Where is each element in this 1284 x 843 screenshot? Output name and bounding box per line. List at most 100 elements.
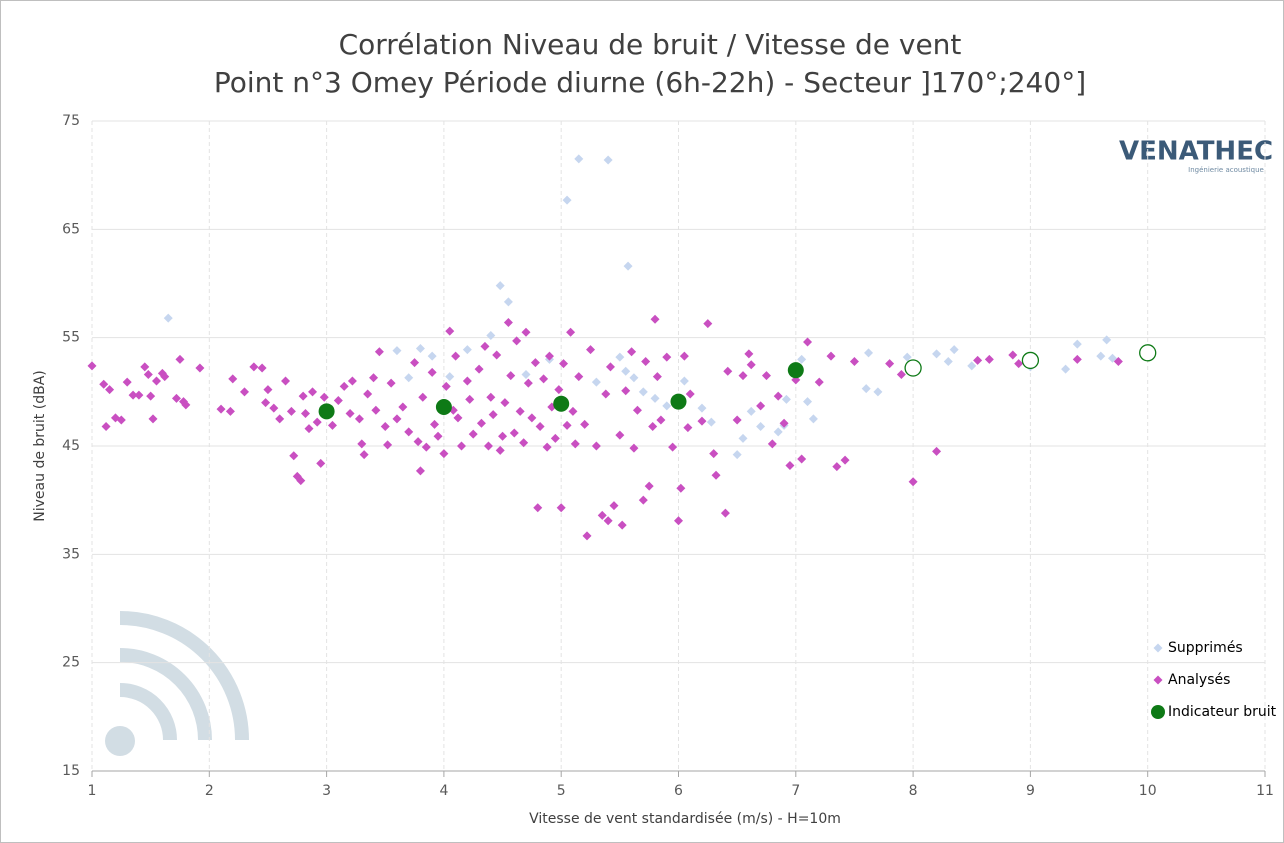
point [383,440,393,450]
point [415,344,425,353]
point [1008,350,1018,360]
point [339,381,349,391]
point [670,393,687,410]
point [143,370,153,379]
point [451,351,461,361]
point [597,510,607,520]
point [506,371,516,381]
point [140,362,150,372]
point [550,433,560,443]
point [415,466,425,476]
point [298,391,308,401]
y-tick-label: 75 [62,113,80,129]
point [495,281,505,291]
point [885,359,895,369]
point [171,393,181,403]
point [932,446,942,456]
point [650,393,660,403]
point [556,503,566,513]
point [488,410,498,420]
point [1139,344,1157,362]
point [601,389,611,399]
point [410,358,420,368]
point [644,481,654,491]
point [498,431,508,441]
point [495,445,505,455]
point [605,362,615,372]
point [99,379,109,389]
point [697,403,707,413]
point [603,155,613,165]
point [668,442,678,452]
point [281,376,291,386]
point [967,361,977,371]
point [134,390,144,400]
point [453,413,463,423]
point [163,313,173,323]
point [304,424,314,434]
point [849,357,859,366]
point [1096,351,1106,361]
x-tick-label: 3 [322,783,331,799]
point [445,372,455,382]
point [803,337,813,347]
point [943,357,953,366]
point [239,387,249,397]
point [1014,359,1024,369]
point [559,359,569,369]
y-tick-label: 55 [62,330,80,346]
point [756,401,766,411]
point [676,483,686,493]
point [486,331,496,340]
point [486,392,496,402]
point [87,361,97,371]
point [427,351,437,361]
point [433,431,443,441]
point [908,477,918,487]
point [286,406,296,416]
point [674,516,683,526]
point [662,352,672,362]
point [228,374,238,384]
legend: Supprimés Analysés Indicateur bruit [1151,640,1277,720]
point [542,442,552,452]
point [652,372,662,382]
x-tick-label: 8 [909,783,918,799]
point [359,450,369,460]
point [662,401,672,411]
x-tick-label: 2 [205,783,214,799]
point [591,377,601,387]
point [195,363,205,373]
point [641,357,651,366]
x-tick-label: 5 [557,783,566,799]
point [562,420,572,430]
x-tick-label: 6 [674,783,683,799]
point [623,261,633,271]
point [105,385,115,395]
point [371,405,381,415]
legend-marker [1153,643,1163,653]
point [148,414,158,424]
point [421,442,431,452]
point [404,427,414,437]
point [509,428,519,438]
point [554,385,564,395]
point [128,390,138,400]
point [122,377,132,387]
point [152,376,162,386]
point [814,377,824,387]
point [984,354,994,364]
point [413,437,423,447]
point [808,414,818,424]
point [732,415,742,425]
point [474,364,484,374]
point [638,495,648,505]
point [374,347,384,357]
point [873,387,883,397]
point [521,327,531,337]
legend-marker [1151,705,1165,719]
point [586,345,596,355]
point [181,400,191,410]
point [709,449,719,459]
